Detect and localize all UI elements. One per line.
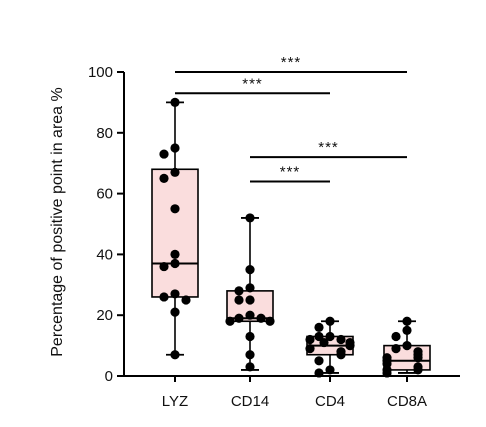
data-point bbox=[325, 316, 335, 326]
data-point bbox=[245, 362, 255, 372]
data-point bbox=[245, 295, 255, 305]
data-point bbox=[170, 143, 180, 153]
data-point bbox=[382, 368, 392, 378]
y-tick-label: 20 bbox=[96, 307, 113, 324]
data-point bbox=[314, 368, 324, 378]
significance-label: *** bbox=[318, 139, 339, 156]
data-point bbox=[170, 289, 180, 299]
data-point bbox=[170, 167, 180, 177]
data-point bbox=[402, 316, 412, 326]
data-point bbox=[336, 334, 346, 345]
data-point bbox=[245, 310, 255, 320]
data-point bbox=[305, 334, 315, 345]
y-tick-label: 80 bbox=[96, 125, 113, 142]
y-axis-label: Percentage of positive point in area % bbox=[49, 87, 66, 357]
data-point bbox=[413, 365, 423, 375]
data-point bbox=[170, 204, 180, 214]
significance-label: *** bbox=[280, 163, 301, 180]
x-category-label: LYZ bbox=[162, 393, 188, 410]
data-point bbox=[265, 316, 275, 326]
data-point bbox=[314, 356, 324, 366]
data-point bbox=[305, 344, 315, 354]
data-point bbox=[159, 149, 169, 159]
data-point bbox=[159, 292, 169, 302]
x-category-label: CD14 bbox=[231, 393, 269, 410]
data-point bbox=[170, 249, 180, 259]
data-point bbox=[314, 322, 324, 332]
data-point bbox=[319, 337, 329, 348]
data-point bbox=[256, 313, 266, 323]
box-lyz bbox=[151, 101, 199, 356]
data-point bbox=[402, 341, 412, 351]
data-point bbox=[245, 213, 255, 223]
significance-label: *** bbox=[242, 75, 263, 92]
data-point bbox=[413, 353, 423, 363]
data-point bbox=[170, 307, 180, 317]
data-point bbox=[325, 365, 335, 375]
box-body bbox=[151, 168, 199, 298]
data-point bbox=[170, 97, 180, 107]
data-point bbox=[170, 258, 180, 269]
data-point bbox=[245, 331, 255, 342]
significance-label: *** bbox=[281, 54, 302, 71]
y-tick-label: 60 bbox=[96, 186, 113, 203]
data-point bbox=[402, 325, 412, 335]
data-point bbox=[391, 344, 401, 354]
data-point bbox=[234, 295, 244, 305]
y-tick-label: 100 bbox=[88, 64, 113, 81]
data-point bbox=[159, 261, 169, 272]
y-tick-label: 40 bbox=[96, 246, 113, 263]
data-point bbox=[345, 341, 355, 351]
data-points bbox=[159, 97, 423, 378]
x-category-label: CD8A bbox=[387, 393, 427, 410]
boxes bbox=[151, 101, 431, 374]
data-point bbox=[225, 316, 235, 326]
data-point bbox=[245, 350, 255, 360]
data-point bbox=[325, 331, 335, 342]
y-tick-label: 0 bbox=[105, 368, 113, 385]
significance-brackets: *** *** *** *** bbox=[175, 54, 407, 183]
data-point bbox=[234, 313, 244, 323]
axes: 0 20 40 60 80 100 LYZ CD14 CD4 CD8A bbox=[88, 64, 460, 410]
data-point bbox=[336, 350, 346, 360]
box-cd14 bbox=[226, 217, 274, 371]
x-category-label: CD4 bbox=[315, 393, 345, 410]
data-point bbox=[181, 295, 191, 305]
data-point bbox=[159, 173, 169, 183]
data-point bbox=[391, 331, 401, 342]
data-point bbox=[170, 350, 180, 360]
data-point bbox=[245, 265, 255, 275]
data-point bbox=[245, 283, 255, 293]
data-point bbox=[234, 286, 244, 296]
data-point bbox=[314, 331, 324, 342]
